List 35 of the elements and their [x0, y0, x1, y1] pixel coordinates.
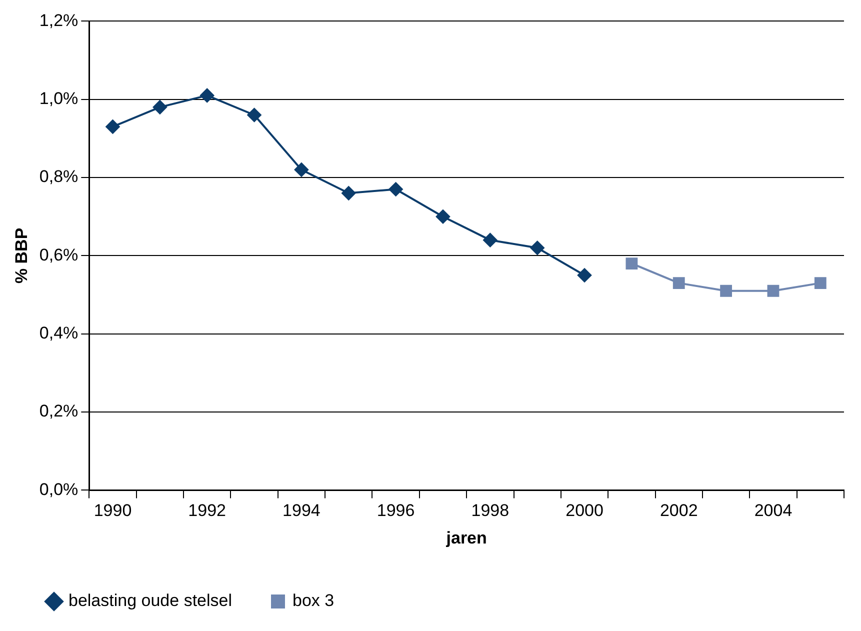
x-axis-title: jaren: [445, 528, 487, 548]
y-tick-label: 0,6%: [39, 245, 78, 264]
y-tick-label: 0,4%: [39, 324, 78, 343]
y-tick-label: 1,2%: [39, 10, 78, 30]
point: [720, 284, 732, 297]
point: [294, 162, 308, 177]
point: [200, 88, 214, 102]
point: [626, 258, 638, 270]
x-tick-label: 1994: [282, 501, 320, 520]
legend-label: belasting oude stelsel: [68, 591, 232, 610]
point: [767, 284, 780, 297]
legend-label: box 3: [292, 591, 334, 610]
x-tick-label: 1998: [471, 501, 510, 520]
x-tick-label: 2004: [754, 501, 792, 520]
y-tick-label: 1,0%: [39, 89, 78, 108]
x-tick-label: 1992: [188, 501, 226, 520]
x-tick-label: 1996: [376, 501, 415, 520]
y-tick-label: 0,8%: [39, 167, 78, 186]
point: [342, 186, 356, 200]
y-tick-label: 0,2%: [39, 402, 78, 421]
x-tick-label: 2002: [660, 501, 698, 520]
point: [436, 210, 450, 224]
y-axis-title: % BBP: [12, 228, 31, 284]
point: [814, 277, 826, 290]
y-tick-label: 0,0%: [39, 480, 78, 499]
point: [672, 277, 685, 290]
point: [247, 108, 262, 122]
point: [483, 233, 498, 248]
x-tick-label: 1990: [94, 501, 132, 520]
point: [578, 268, 592, 282]
point: [106, 120, 120, 134]
point: [530, 240, 544, 255]
x-tick-label: 2000: [566, 501, 604, 520]
point: [152, 100, 167, 114]
point: [388, 182, 403, 196]
